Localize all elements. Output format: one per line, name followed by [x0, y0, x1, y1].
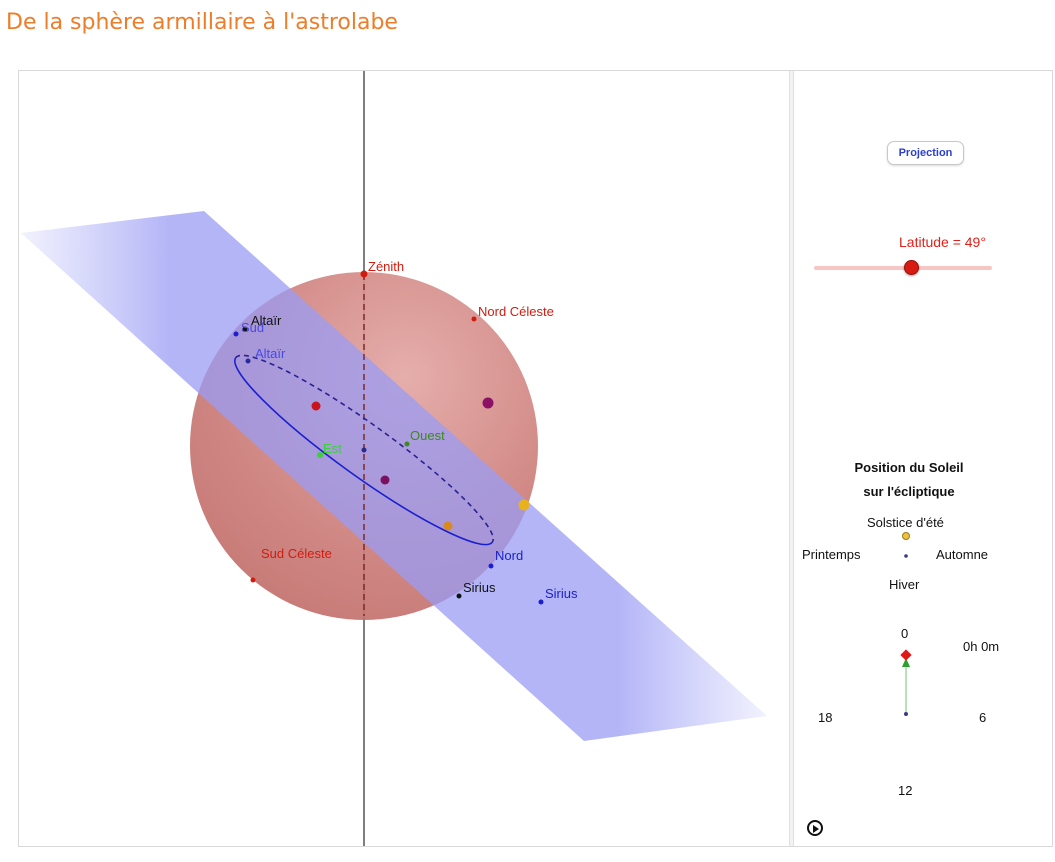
- clock-tick-0: 0: [901, 626, 909, 641]
- sun-summer-solstice-point[interactable]: [902, 532, 910, 540]
- play-animation-button[interactable]: [807, 820, 823, 836]
- label-hiver: Hiver: [889, 577, 920, 592]
- label-altair-black: Altaïr: [251, 313, 282, 328]
- purple-small-point[interactable]: [380, 475, 390, 485]
- clock-hand-arrow: [902, 658, 910, 667]
- horizon-circle-back: [235, 354, 494, 543]
- label-est: Est: [323, 441, 342, 456]
- label-automne: Automne: [936, 547, 989, 562]
- north-celestial-point[interactable]: [471, 316, 477, 322]
- latitude-slider-handle[interactable]: [904, 260, 919, 275]
- label-altair-blue: Altaïr: [255, 346, 286, 361]
- clock-marker[interactable]: [900, 649, 912, 661]
- label-nord: Nord: [495, 548, 523, 563]
- sun-ecliptic-diagram: [900, 532, 912, 716]
- clock-center-point[interactable]: [904, 712, 908, 716]
- view-divider[interactable]: [789, 71, 794, 846]
- nord-point[interactable]: [488, 563, 494, 569]
- geogebra-applet: Zénith Nord Céleste Sud Céleste Sud Alta…: [18, 70, 1053, 847]
- latitude-label: Latitude = 49°: [899, 234, 986, 250]
- label-ouest: Ouest: [410, 428, 445, 443]
- sud-point[interactable]: [233, 331, 239, 337]
- label-nord-celeste: Nord Céleste: [478, 304, 554, 319]
- label-sirius-black: Sirius: [463, 580, 496, 595]
- latitude-slider-track[interactable]: [814, 266, 992, 270]
- projection-button[interactable]: Projection: [887, 141, 964, 165]
- armillary-sphere-scene[interactable]: Zénith Nord Céleste Sud Céleste Sud Alta…: [19, 71, 789, 846]
- controls-panel: Projection Latitude = 49° Position du So…: [794, 71, 1052, 846]
- purple-large-point[interactable]: [482, 397, 494, 409]
- clock-tick-18: 18: [818, 710, 833, 725]
- label-printemps: Printemps: [802, 547, 861, 562]
- south-celestial-point[interactable]: [250, 577, 256, 583]
- est-point[interactable]: [317, 452, 323, 458]
- sun-position-title-2: sur l'écliptique: [863, 484, 955, 499]
- page-title: De la sphère armillaire à l'astrolabe: [6, 10, 398, 35]
- graphics-3d-view[interactable]: Zénith Nord Céleste Sud Céleste Sud Alta…: [19, 71, 789, 846]
- label-sud-celeste: Sud Céleste: [261, 546, 332, 561]
- sirius-black-point[interactable]: [456, 593, 462, 599]
- label-zenith: Zénith: [368, 259, 404, 274]
- label-solstice-ete: Solstice d'été: [867, 515, 944, 530]
- ecliptic-center-point[interactable]: [904, 554, 908, 558]
- altair-black-point[interactable]: [242, 326, 248, 332]
- zenith-point[interactable]: [360, 270, 368, 278]
- clock-time: 0h 0m: [963, 639, 1000, 654]
- sirius-blue-point[interactable]: [538, 599, 544, 605]
- center-point[interactable]: [361, 447, 367, 453]
- sun-orange-point-small[interactable]: [443, 521, 453, 531]
- clock-tick-6: 6: [979, 710, 987, 725]
- equatorial-plane[interactable]: [21, 211, 767, 741]
- clock-tick-12: 12: [898, 783, 913, 798]
- horizon-circle-front: [234, 357, 493, 546]
- ouest-point[interactable]: [404, 441, 410, 447]
- altair-blue-point[interactable]: [245, 358, 251, 364]
- label-sirius-blue: Sirius: [545, 586, 578, 601]
- sun-position-title-1: Position du Soleil: [854, 460, 964, 475]
- red-sphere-point[interactable]: [311, 401, 321, 411]
- sun-yellow-point[interactable]: [518, 499, 530, 511]
- label-sud: Sud: [241, 320, 264, 335]
